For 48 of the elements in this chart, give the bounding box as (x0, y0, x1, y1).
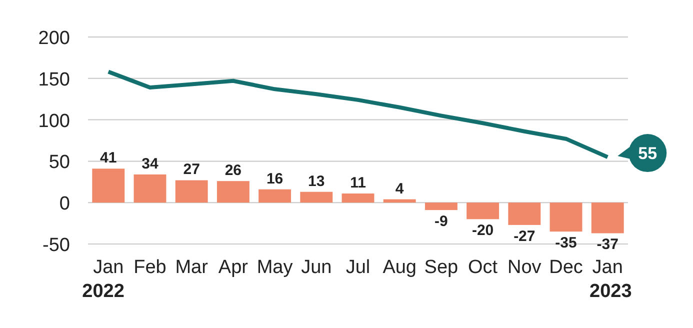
bar (591, 202, 624, 234)
data-label: 55 (638, 144, 658, 164)
data-label: 34 (142, 155, 159, 172)
bar (383, 199, 416, 203)
x-tick-label: Jan (93, 257, 124, 278)
bar (92, 168, 125, 203)
x-tick-label: Sep (424, 257, 458, 278)
x-tick-label: Nov (508, 257, 542, 278)
x-tick-label: Apr (218, 257, 249, 278)
data-label: 13 (308, 172, 325, 190)
bar (424, 202, 458, 210)
y-tick-label: 200 (38, 28, 70, 49)
x-tick-label: Aug (382, 257, 417, 278)
y-tick-label: 0 (59, 194, 70, 215)
y-tick-label: 150 (38, 69, 70, 90)
bar (342, 193, 374, 203)
data-label: -37 (596, 236, 618, 254)
x-tick-label: Oct (468, 257, 498, 278)
bar (300, 192, 333, 203)
data-label: 27 (183, 161, 200, 178)
bar (134, 174, 166, 203)
data-label: 26 (224, 162, 242, 180)
x-tick-label: Feb (134, 257, 166, 278)
data-label: -27 (514, 228, 536, 245)
data-label: 4 (395, 180, 404, 198)
x-tick-label: Jan (592, 257, 623, 278)
text: 2023 (590, 281, 632, 302)
bar (550, 202, 582, 232)
data-label: 16 (266, 170, 284, 188)
data-label: -9 (434, 213, 448, 230)
bar (258, 189, 292, 203)
bar (175, 180, 208, 203)
x-tick-label: Mar (175, 257, 209, 278)
bar (216, 181, 250, 203)
data-label: 11 (350, 174, 366, 192)
x-tick-label: Jul (346, 257, 370, 278)
bar (466, 202, 500, 220)
x-tick-label: Jun (301, 257, 332, 278)
x-tick-label: May (256, 257, 294, 278)
data-label: -20 (472, 222, 494, 240)
y-tick-label: -50 (42, 235, 70, 256)
y-tick-label: 50 (48, 152, 70, 174)
y-tick-label: 100 (38, 110, 70, 132)
data-label: 41 (100, 150, 117, 167)
data-label: -35 (555, 234, 577, 252)
text: 2022 (82, 281, 124, 302)
bar (508, 202, 541, 225)
x-tick-label: Dec (549, 257, 583, 278)
